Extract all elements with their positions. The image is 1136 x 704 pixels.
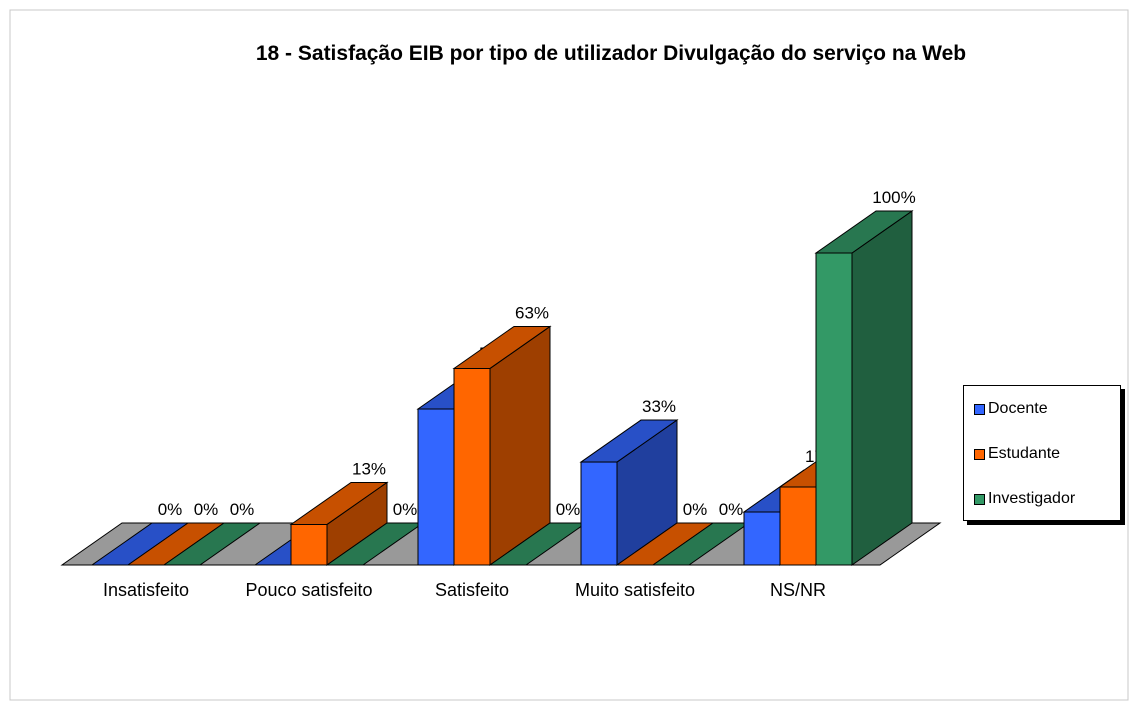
value-label: 0% bbox=[194, 500, 219, 519]
bar-front bbox=[815, 252, 853, 566]
bar-top bbox=[162, 522, 262, 566]
value-label: 63% bbox=[515, 303, 549, 322]
bar-top bbox=[579, 419, 679, 463]
value-label: 0% bbox=[158, 500, 183, 519]
value-label: 13% bbox=[352, 459, 386, 478]
legend-swatch bbox=[974, 448, 985, 460]
bar bbox=[289, 481, 389, 566]
bar-front bbox=[453, 367, 491, 566]
value-label: 100% bbox=[872, 188, 915, 207]
value-label: 0% bbox=[230, 500, 255, 519]
bar-side bbox=[851, 210, 913, 566]
bar bbox=[452, 325, 552, 566]
x-tick-label: NS/NR bbox=[769, 580, 826, 600]
legend-label: Docente bbox=[988, 400, 1048, 417]
legend-swatch bbox=[974, 403, 985, 415]
legend-swatch bbox=[974, 493, 985, 505]
x-tick-label: Muito satisfeito bbox=[574, 580, 696, 600]
legend: Docente Estudante Investigador bbox=[963, 385, 1121, 521]
bar-front bbox=[290, 523, 328, 566]
frame bbox=[9, 9, 1129, 701]
value-label: 0% bbox=[393, 500, 418, 519]
x-tick-label: Insatisfeito bbox=[102, 580, 190, 600]
bar-top bbox=[289, 481, 389, 525]
legend-item: Estudante bbox=[974, 445, 1060, 463]
x-tick-label: Pouco satisfeito bbox=[245, 580, 373, 600]
legend-label: Investigador bbox=[988, 490, 1076, 507]
value-label: 0% bbox=[683, 500, 708, 519]
bar-front bbox=[580, 461, 618, 566]
legend-item: Docente bbox=[974, 400, 1048, 418]
value-label: 33% bbox=[642, 397, 676, 416]
legend-item: Investigador bbox=[974, 490, 1075, 508]
bar bbox=[579, 419, 679, 566]
bar-front bbox=[417, 408, 455, 566]
chart-title: 18 - Satisfação EIB por tipo de utilizad… bbox=[255, 42, 967, 65]
value-label: 0% bbox=[719, 500, 744, 519]
x-tick-label: Satisfeito bbox=[434, 580, 510, 600]
bar bbox=[162, 522, 262, 566]
bar-front bbox=[779, 486, 817, 566]
bar-top bbox=[452, 325, 552, 369]
bar-front bbox=[743, 511, 781, 566]
legend-label: Estudante bbox=[988, 445, 1061, 462]
bar bbox=[814, 210, 914, 566]
bar-top bbox=[814, 210, 914, 254]
value-label: 0% bbox=[556, 500, 581, 519]
